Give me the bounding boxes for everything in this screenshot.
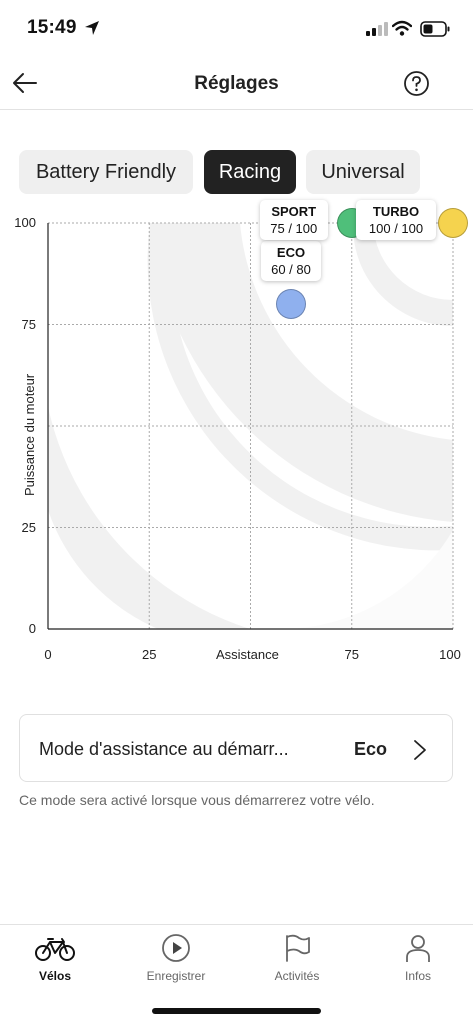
battery-icon (420, 21, 450, 37)
location-arrow-icon (85, 21, 99, 35)
y-tick-label: 0 (28, 621, 36, 636)
wifi-icon (392, 20, 412, 36)
status-bar: 15:49 (0, 0, 473, 56)
tooltip-turbo: TURBO 100 / 100 (356, 200, 436, 240)
nav-item-velos[interactable]: Vélos (0, 933, 110, 993)
marker-turbo[interactable] (438, 208, 468, 238)
x-tick-label: 25 (142, 647, 157, 662)
start-assist-mode-setting[interactable]: Mode d'assistance au démarr... Eco (19, 714, 453, 782)
tab-racing[interactable]: Racing (204, 150, 296, 194)
assistance-chart: 100 75 25 0 0 25 75 100 Assistance Puissance d… (0, 200, 473, 670)
play-icon (162, 934, 190, 962)
x-tick-label: 100 (439, 647, 461, 662)
chevron-right-icon (414, 740, 426, 760)
nav-label: Enregistrer (146, 969, 206, 983)
chart-bands (48, 223, 453, 629)
setting-value: Eco (354, 739, 388, 759)
bottom-nav: Vélos Enregistrer Activités Infos (0, 924, 473, 1024)
home-indicator (152, 1008, 321, 1014)
y-tick-label: 100 (14, 215, 36, 230)
nav-label: Vélos (38, 969, 71, 983)
help-icon[interactable] (403, 70, 430, 97)
y-tick-label: 25 (21, 519, 36, 535)
chart-band (352, 223, 453, 326)
tooltip-mode-value: 60 / 80 (271, 262, 311, 278)
back-arrow-icon[interactable] (12, 70, 38, 96)
tooltip-mode-name: ECO (276, 245, 306, 261)
chart-band (150, 223, 453, 522)
nav-label: Activités (274, 969, 320, 983)
nav-item-infos[interactable]: Infos (363, 933, 473, 993)
tooltip-eco: ECO 60 / 80 (261, 241, 321, 282)
tooltip-mode-name: SPORT (271, 204, 317, 219)
y-axis-title: Puissance du moteur (22, 373, 37, 496)
nav-item-enregistrer[interactable]: Enregistrer (121, 933, 231, 993)
tooltip-mode-value: 75 / 100 (270, 221, 318, 236)
marker-eco[interactable] (276, 289, 306, 320)
setting-label: Mode d'assistance au démarr... (39, 739, 289, 759)
person-icon (406, 935, 430, 962)
tooltip-sport: SPORT 75 / 100 (259, 200, 328, 240)
bike-icon (35, 938, 75, 961)
x-tick-label: 0 (44, 647, 52, 662)
page-title: Réglages (194, 73, 279, 94)
status-time: 15:49 (27, 17, 77, 38)
tab-battery-friendly[interactable]: Battery Friendly (19, 150, 193, 194)
nav-item-activites[interactable]: Activités (242, 933, 352, 993)
nav-label: Infos (404, 969, 431, 983)
flag-icon (286, 934, 310, 962)
tooltip-mode-value: 100 / 100 (368, 221, 424, 236)
signal-icon (366, 22, 388, 36)
x-axis-title: Assistance (216, 647, 279, 662)
setting-help-text: Ce mode sera activé lorsque vous démarre… (19, 792, 375, 808)
chart-band (280, 530, 453, 629)
chart-band (48, 280, 250, 629)
chart-plot-area (47, 222, 454, 630)
header: Réglages (0, 58, 473, 110)
tab-universal[interactable]: Universal (306, 150, 420, 194)
x-tick-label: 75 (344, 647, 359, 662)
y-tick-label: 75 (21, 316, 36, 332)
tooltip-mode-name: TURBO (372, 204, 420, 219)
